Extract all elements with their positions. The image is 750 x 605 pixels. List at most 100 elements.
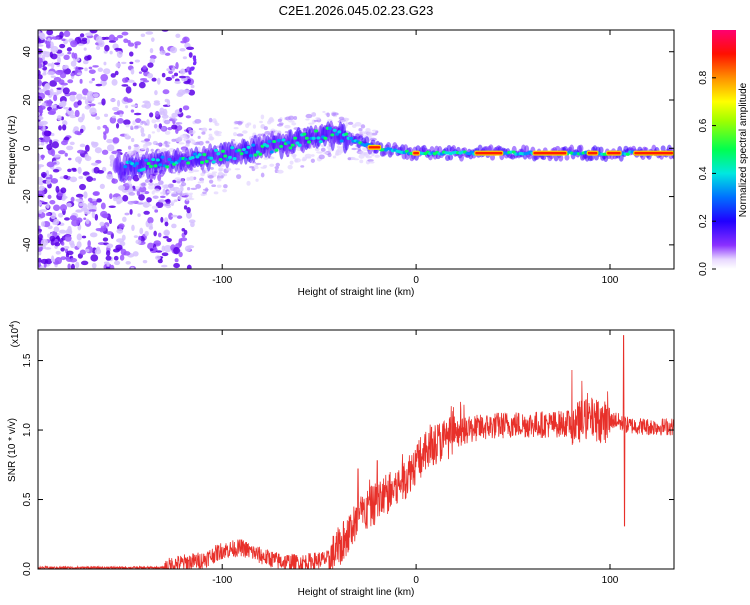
spectrogram-speckle (58, 229, 67, 234)
spectrogram-ytick-label: 20 (22, 94, 33, 106)
spectrogram-speckle (347, 157, 352, 161)
spectrogram-ridge-halo (541, 155, 547, 161)
spectrogram-speckle (300, 165, 305, 168)
spectrogram-speckle (368, 161, 375, 164)
spectrogram-speckle (94, 147, 102, 154)
spectrogram-speckle (97, 126, 101, 130)
snr-xtick-label: 0 (413, 575, 419, 586)
spectrogram-image (38, 30, 674, 269)
snr-ytick-label: 1.0 (22, 423, 33, 437)
spectrogram-speckle (76, 149, 85, 154)
spectrogram-speckle (160, 216, 164, 223)
spectrogram-speckle (142, 144, 148, 149)
spectrogram-speckle (122, 216, 127, 223)
spectrogram-speckle (102, 237, 109, 242)
spectrogram-speckle (138, 81, 146, 89)
spectrogram-speckle (38, 138, 42, 143)
spectrogram-speckle (162, 235, 169, 239)
spectrogram-speckle (130, 137, 135, 143)
spectrogram-speckle (84, 55, 91, 61)
spectrogram-speckle (110, 264, 115, 269)
spectrogram-speckle (186, 46, 195, 51)
spectrogram-speckle (301, 158, 307, 162)
spectrogram-ridge-core (288, 146, 293, 150)
spectrogram-ridge-core (225, 158, 230, 162)
spectrogram-speckle (87, 197, 93, 202)
spectrogram-speckle (103, 132, 107, 141)
spectrogram-ridge-core (297, 143, 302, 147)
spectrogram-speckle (70, 196, 75, 203)
spectrogram-speckle (140, 127, 145, 134)
spectrogram-speckle (66, 250, 74, 256)
spectrogram-speckle (166, 237, 172, 243)
spectrogram-speckle (57, 56, 61, 64)
spectrogram-speckle (230, 139, 236, 142)
spectrogram-speckle (58, 125, 62, 131)
spectrogram-speckle (167, 126, 173, 131)
spectrogram-speckle (123, 38, 129, 44)
spectrogram-speckle (253, 166, 259, 170)
spectrogram-speckle (133, 144, 139, 148)
spectrogram-speckle (147, 73, 154, 79)
spectrogram-speckle (104, 36, 110, 40)
spectrogram-speckle (164, 130, 171, 135)
spectrogram-speckle (289, 160, 294, 165)
spectrogram-speckle (127, 42, 135, 47)
spectrogram-speckle (360, 124, 366, 129)
spectrogram-speckle (49, 199, 56, 205)
spectrogram-ridge-core (197, 153, 202, 157)
spectrogram-speckle (164, 52, 171, 56)
spectrogram-ridge-core (339, 139, 344, 143)
spectrogram-speckle (130, 68, 135, 75)
spectrogram-speckle (211, 184, 217, 188)
spectrogram-speckle (163, 184, 170, 189)
spectrogram-speckle (176, 188, 182, 194)
spectrogram-speckle (99, 221, 105, 227)
spectrogram-speckle (59, 31, 64, 38)
spectrogram-ridge-core (279, 144, 284, 149)
spectrogram-speckle (78, 202, 85, 207)
spectrogram-speckle (38, 62, 43, 69)
spectrogram-speckle (38, 210, 43, 214)
spectrogram-speckle (189, 176, 195, 181)
spectrogram-speckle (94, 248, 102, 255)
spectrogram-speckle (140, 78, 148, 81)
spectrogram-speckle (63, 30, 71, 38)
spectrogram-ridge-core (304, 136, 309, 140)
spectrogram-speckle (179, 68, 186, 75)
spectrogram-speckle (154, 209, 159, 213)
spectrogram-speckle (116, 201, 121, 205)
spectrogram-speckle (67, 168, 72, 173)
spectrogram-speckle (61, 241, 65, 246)
spectrogram-ridge-core (218, 158, 223, 162)
spectrogram-ridge-core (316, 136, 321, 140)
spectrogram-speckle (130, 266, 135, 269)
spectrogram-speckle (187, 127, 192, 131)
spectrogram-ridge-core (237, 148, 242, 152)
spectrogram-speckle (119, 113, 123, 118)
spectrogram-ridge-core (274, 148, 279, 152)
spectrogram-speckle (174, 258, 179, 263)
spectrogram-ridge-core (195, 155, 200, 159)
snr-ytick-label: 1.5 (22, 353, 33, 367)
spectrogram-speckle (93, 141, 99, 147)
spectrogram-speckle (116, 99, 121, 107)
spectrogram-speckle (184, 245, 191, 252)
spectrogram-ridge-core (211, 160, 216, 164)
spectrogram-speckle (144, 179, 150, 183)
spectrogram-speckle (50, 41, 54, 49)
spectrogram-speckle (133, 147, 139, 152)
spectrogram-speckle (140, 133, 146, 137)
spectrogram-speckle (63, 136, 70, 141)
spectrogram-speckle (66, 47, 72, 52)
spectrogram-speckle (148, 182, 154, 186)
spectrogram-speckle (45, 179, 52, 185)
spectrogram-ridge-core (144, 158, 149, 162)
spectrogram-speckle (125, 260, 131, 265)
spectrogram-speckle (111, 78, 118, 86)
spectrogram-speckle (90, 162, 99, 166)
spectrogram-speckle (106, 261, 110, 267)
spectrogram-ytick-label: -40 (22, 237, 33, 252)
spectrogram-speckle (76, 72, 83, 76)
spectrogram-speckle (105, 255, 112, 261)
